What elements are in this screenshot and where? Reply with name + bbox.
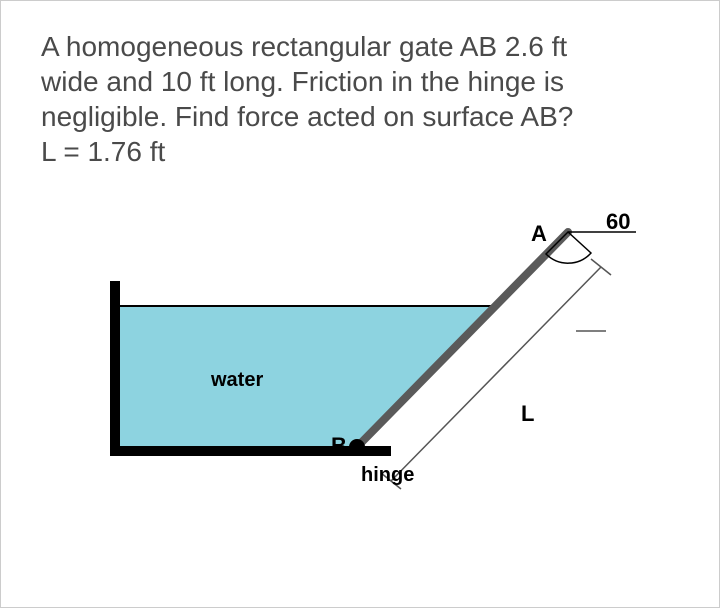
water-fill — [115, 306, 495, 447]
diagram-svg: A 60 B water hinge L — [41, 201, 681, 561]
label-B: B — [331, 433, 347, 458]
gate-diagram: A 60 B water hinge L — [41, 201, 681, 561]
label-angle: 60 — [606, 209, 630, 234]
text-line-3: negligible. Find force acted on surface … — [41, 101, 573, 132]
label-A: A — [531, 221, 547, 246]
label-hinge: hinge — [361, 464, 414, 486]
dim-tick-top — [591, 259, 611, 275]
text-line-4: L = 1.76 ft — [41, 136, 165, 167]
text-line-2: wide and 10 ft long. Friction in the hin… — [41, 66, 564, 97]
problem-container: A homogeneous rectangular gate AB 2.6 ft… — [0, 0, 720, 608]
label-water: water — [210, 369, 263, 391]
hinge-point — [349, 439, 365, 455]
label-L: L — [521, 401, 534, 426]
problem-text: A homogeneous rectangular gate AB 2.6 ft… — [41, 29, 679, 169]
text-line-1: A homogeneous rectangular gate AB 2.6 ft — [41, 31, 567, 62]
